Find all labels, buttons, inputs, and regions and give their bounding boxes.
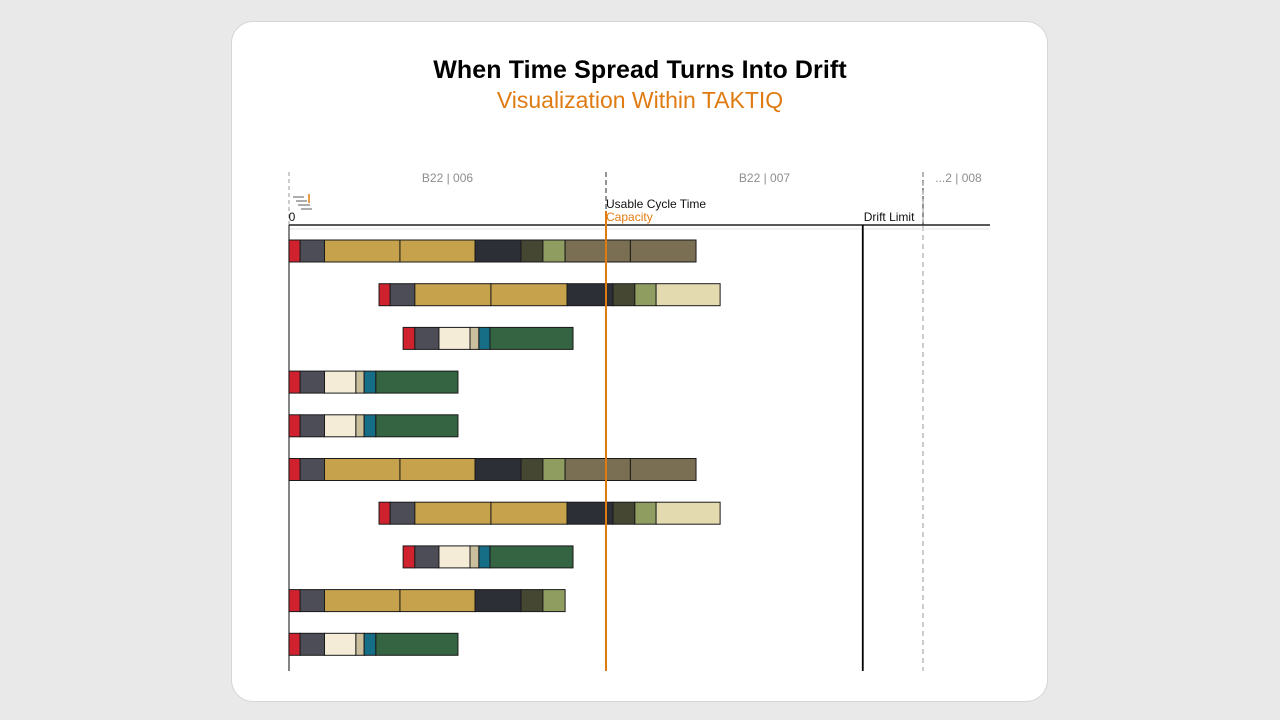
period-label: B22 | 006 — [422, 171, 473, 185]
bar-segment — [490, 283, 568, 307]
bar-segment — [375, 632, 459, 656]
chart-card — [231, 21, 1048, 702]
usable-cycle-time-label: Usable Cycle Time — [606, 197, 706, 211]
bar-segment — [438, 545, 471, 569]
bar-segment — [634, 501, 657, 525]
capacity-label: Capacity — [606, 210, 653, 224]
bar-segment — [288, 632, 301, 656]
bar-segment — [375, 414, 459, 438]
bar-segment — [542, 589, 566, 613]
chart-title: When Time Spread Turns Into Drift — [433, 56, 847, 84]
bar-segment — [399, 458, 476, 481]
bar-segment — [629, 458, 697, 481]
bar-segment — [564, 458, 631, 481]
bar-segment — [414, 326, 440, 350]
bar-segment — [324, 632, 357, 656]
bar-segment — [542, 458, 566, 481]
bar-segment — [542, 239, 566, 263]
bar-segment — [489, 545, 574, 569]
drift-limit-label: Drift Limit — [864, 210, 915, 224]
bar-segment — [324, 589, 401, 613]
bar-segment — [478, 545, 491, 569]
bar-segment — [399, 589, 476, 613]
bar-segment — [612, 283, 636, 307]
period-label: ...2 | 008 — [935, 171, 982, 185]
bar-segment — [288, 589, 301, 613]
bar-segment — [520, 239, 544, 263]
bar-segment — [489, 326, 574, 350]
bar-segment — [655, 501, 721, 525]
bar-segment — [414, 545, 440, 569]
bar-segment — [375, 370, 459, 394]
bar-segment — [324, 414, 357, 438]
bar-segment — [402, 326, 416, 350]
bar-segment — [288, 414, 301, 438]
chart-subtitle: Visualization Within TAKTIQ — [496, 87, 784, 113]
bar-segment — [324, 458, 401, 481]
bar-segment — [469, 326, 480, 350]
bar-segment — [520, 589, 544, 613]
bar-segment — [414, 283, 492, 307]
bar-segment — [288, 458, 301, 481]
bar-segment — [299, 414, 326, 438]
bar-segment — [299, 370, 326, 394]
bar-segment — [629, 239, 697, 263]
bar-segment — [363, 370, 377, 394]
bar-segment — [355, 632, 365, 656]
bar-segment — [324, 239, 401, 263]
bar-segment — [399, 239, 476, 263]
bar-segment — [355, 414, 365, 438]
bar-segment — [634, 283, 657, 307]
bar-segment — [378, 501, 391, 525]
bar-segment — [299, 458, 326, 481]
bar-segment — [655, 283, 721, 307]
bar-segment — [288, 239, 301, 263]
bar-segment — [414, 501, 492, 525]
bar-segment — [299, 239, 326, 263]
bar-segment — [299, 589, 326, 613]
bar-segment — [288, 370, 301, 394]
bar-segment — [438, 326, 471, 350]
bar-segment — [363, 414, 377, 438]
bar-segment — [564, 239, 631, 263]
bar-segment — [474, 589, 522, 613]
bar-segment — [378, 283, 391, 307]
bar-segment — [469, 545, 480, 569]
bar-segment — [389, 501, 416, 525]
bar-segment — [490, 501, 568, 525]
bar-segment — [612, 501, 636, 525]
bar-segment — [402, 545, 416, 569]
bar-segment — [520, 458, 544, 481]
bar-segment — [389, 283, 416, 307]
bar-segment — [355, 370, 365, 394]
bar-segment — [478, 326, 491, 350]
bar-segment — [299, 632, 326, 656]
bar-segment — [363, 632, 377, 656]
period-label: B22 | 007 — [739, 171, 790, 185]
bar-segment — [474, 458, 522, 481]
axis-zero-label: 0 — [289, 210, 296, 224]
bar-segment — [474, 239, 522, 263]
bar-segment — [324, 370, 357, 394]
